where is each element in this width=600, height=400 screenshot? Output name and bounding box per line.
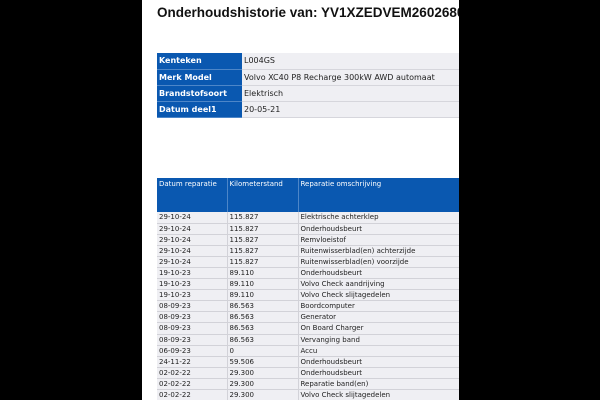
table-row: 29-10-24 115.827 Ruitenwisserblad(en) voor… [157, 256, 459, 268]
table-row: 29-10-24 115.827 Remvloeistof [157, 234, 459, 246]
table-row: 08-09-23 86.563 On Board Charger [157, 322, 459, 335]
table-header-row: Datum reparatie Kilometerstand Reparatie… [157, 178, 459, 212]
cell-mileage: 89.110 [227, 278, 299, 291]
info-label: Brandstofsoort [157, 85, 242, 102]
table-row: 24-11-22 59.506 Onderhoudsbeurt [157, 356, 459, 368]
cell-date: 29-10-24 [157, 234, 228, 246]
cell-description: On Board Charger [298, 322, 459, 335]
cell-date: 19-10-23 [157, 278, 228, 291]
cell-mileage: 89.110 [227, 289, 299, 302]
table-row: 02-02-22 29.300 Volvo Check slijtagedelen [157, 389, 459, 400]
info-row: Kenteken L004GS [157, 53, 459, 70]
cell-mileage: 29.300 [227, 389, 299, 400]
cell-description: Onderhoudsbeurt [298, 267, 459, 280]
info-row: Datum deel1 20-05-21 [157, 101, 459, 118]
cell-description: Reparatie band(en) [298, 378, 459, 391]
table-row: 08-09-23 86.563 Boordcomputer [157, 300, 459, 313]
info-value: Elektrisch [242, 85, 459, 102]
document-page: Onderhoudshistorie van: YV1XZEDVEM260268… [142, 0, 459, 400]
cell-mileage: 115.827 [227, 245, 299, 257]
cell-mileage: 115.827 [227, 212, 299, 224]
cell-mileage: 29.300 [227, 367, 299, 379]
column-header-mileage: Kilometerstand [227, 178, 299, 212]
info-row: Brandstofsoort Elektrisch [157, 85, 459, 102]
cell-date: 02-02-22 [157, 378, 228, 391]
vehicle-info-table: Kenteken L004GS Merk Model Volvo XC40 P8 Re… [157, 53, 459, 118]
cell-date: 29-10-24 [157, 256, 228, 268]
info-label: Kenteken [157, 53, 242, 70]
cell-date: 29-10-24 [157, 223, 228, 235]
info-value: 20-05-21 [242, 101, 459, 118]
table-row: 19-10-23 89.110 Onderhoudsbeurt [157, 267, 459, 280]
info-value: L004GS [242, 53, 459, 70]
cell-date: 24-11-22 [157, 356, 228, 368]
cell-mileage: 29.300 [227, 378, 299, 391]
cell-mileage: 86.563 [227, 300, 299, 313]
cell-description: Generator [298, 311, 459, 324]
cell-mileage: 59.506 [227, 356, 299, 368]
info-label: Datum deel1 [157, 101, 242, 118]
cell-date: 08-09-23 [157, 322, 228, 335]
cell-date: 29-10-24 [157, 245, 228, 257]
table-row: 02-02-22 29.300 Reparatie band(en) [157, 378, 459, 391]
cell-description: Volvo Check slijtagedelen [298, 389, 459, 400]
cell-mileage: 0 [227, 345, 299, 357]
cell-description: Ruitenwisserblad(en) voorzijde [298, 256, 459, 268]
cell-description: Boordcomputer [298, 300, 459, 313]
info-label: Merk Model [157, 69, 242, 86]
page-title: Onderhoudshistorie van: YV1XZEDVEM260268… [157, 5, 459, 20]
cell-description: Elektrische achterklep [298, 212, 459, 224]
table-row: 02-02-22 29.300 Onderhoudsbeurt [157, 367, 459, 379]
table-row: 08-09-23 86.563 Vervanging band [157, 334, 459, 346]
table-row: 29-10-24 115.827 Onderhoudsbeurt [157, 223, 459, 235]
cell-description: Onderhoudsbeurt [298, 367, 459, 379]
table-row: 29-10-24 115.827 Elektrische achterklep [157, 212, 459, 224]
cell-date: 06-09-23 [157, 345, 228, 357]
table-row: 19-10-23 89.110 Volvo Check slijtagedelen [157, 289, 459, 302]
cell-description: Volvo Check slijtagedelen [298, 289, 459, 302]
repair-history-table: Datum reparatie Kilometerstand Reparatie… [157, 178, 459, 400]
cell-date: 19-10-23 [157, 289, 228, 302]
table-row: 06-09-23 0 Accu [157, 345, 459, 357]
cell-date: 19-10-23 [157, 267, 228, 280]
info-value: Volvo XC40 P8 Recharge 300kW AWD automaa… [242, 69, 459, 86]
cell-date: 08-09-23 [157, 300, 228, 313]
table-row: 08-09-23 86.563 Generator [157, 311, 459, 324]
cell-description: Remvloeistof [298, 234, 459, 246]
cell-description: Accu [298, 345, 459, 357]
cell-description: Volvo Check aandrijving [298, 278, 459, 291]
table-row: 29-10-24 115.827 Ruitenwisserblad(en) acht… [157, 245, 459, 257]
cell-description: Vervanging band [298, 334, 459, 346]
cell-mileage: 86.563 [227, 322, 299, 335]
cell-date: 08-09-23 [157, 334, 228, 346]
cell-mileage: 115.827 [227, 256, 299, 268]
cell-mileage: 115.827 [227, 234, 299, 246]
cell-description: Onderhoudsbeurt [298, 356, 459, 368]
cell-description: Onderhoudsbeurt [298, 223, 459, 235]
cell-mileage: 89.110 [227, 267, 299, 280]
column-header-description: Reparatie omschrijving [298, 178, 459, 212]
cell-mileage: 86.563 [227, 334, 299, 346]
cell-description: Ruitenwisserblad(en) achterzijde [298, 245, 459, 257]
column-header-date: Datum reparatie [157, 178, 228, 212]
cell-date: 08-09-23 [157, 311, 228, 324]
cell-date: 02-02-22 [157, 367, 228, 379]
cell-date: 29-10-24 [157, 212, 228, 224]
table-row: 19-10-23 89.110 Volvo Check aandrijving [157, 278, 459, 291]
info-row: Merk Model Volvo XC40 P8 Recharge 300kW A… [157, 69, 459, 86]
cell-mileage: 86.563 [227, 311, 299, 324]
cell-date: 02-02-22 [157, 389, 228, 400]
cell-mileage: 115.827 [227, 223, 299, 235]
